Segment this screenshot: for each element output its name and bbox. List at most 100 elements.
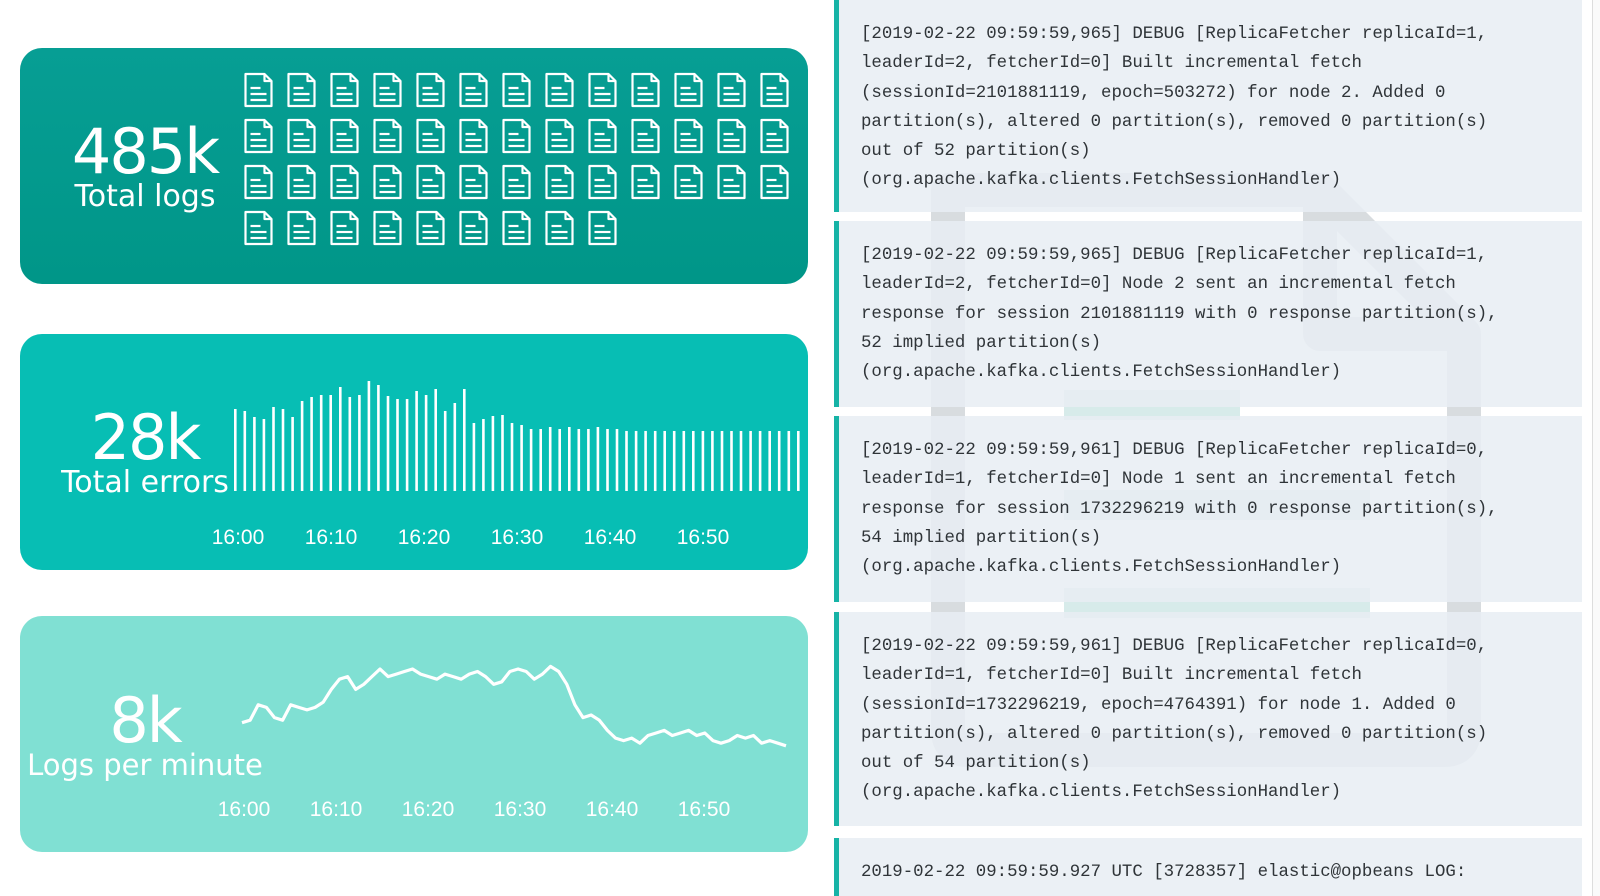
error-bar [310, 397, 313, 491]
document-icon [631, 118, 660, 154]
error-bar [396, 399, 399, 491]
error-bar [434, 389, 437, 491]
error-bar [424, 395, 428, 491]
error-bar [777, 431, 781, 491]
error-bar [443, 411, 447, 491]
logs-per-minute-stat: 8k Logs per minute [20, 616, 270, 852]
error-bar [253, 417, 256, 491]
error-bar [415, 391, 418, 491]
x-tick-label: 16:20 [398, 526, 451, 549]
error-bar [653, 431, 657, 491]
error-bar [358, 395, 361, 491]
error-bar [596, 427, 600, 491]
error-bar [472, 423, 476, 491]
logs-per-minute-value: 8k [109, 684, 182, 757]
document-icon [330, 118, 359, 154]
document-icon [545, 210, 574, 246]
error-bar [234, 409, 237, 491]
x-tick-label: 16:20 [402, 798, 455, 821]
error-bar [692, 431, 695, 491]
document-icon [545, 72, 574, 108]
error-bar [720, 431, 724, 491]
log-entry[interactable]: [2019-02-22 09:59:59,961] DEBUG [Replica… [834, 612, 1582, 826]
x-tick-label: 16:10 [310, 798, 363, 821]
document-icon [459, 210, 488, 246]
document-icon [373, 164, 402, 200]
document-icon [588, 72, 617, 108]
error-bar [587, 429, 590, 491]
document-icon [760, 118, 789, 154]
document-icon [588, 164, 617, 200]
log-message: [2019-02-22 09:59:59,965] DEBUG [Replica… [861, 246, 1498, 383]
error-bar [682, 431, 686, 491]
document-icon [287, 72, 316, 108]
log-message: 2019-02-22 09:59:59.927 UTC [3728357] el… [861, 863, 1467, 882]
log-message: [2019-02-22 09:59:59,965] DEBUG [Replica… [861, 25, 1488, 191]
document-icon [502, 72, 531, 108]
document-icon-grid [242, 72, 802, 246]
error-bar [548, 427, 552, 491]
error-bar [644, 431, 647, 491]
document-icon [287, 118, 316, 154]
error-bar [797, 431, 800, 491]
total-logs-stat: 485k Total logs [20, 48, 270, 284]
error-bar [463, 389, 466, 491]
x-tick-label: 16:10 [305, 526, 358, 549]
logs-rate-line-chart: 16:00 16:10 16:20 16:30 16:40 16:50 [218, 664, 787, 821]
error-bar [453, 403, 457, 491]
error-bar [272, 407, 275, 491]
errors-bar-chart: 16:00 16:10 16:20 16:30 16:40 16:50 [212, 381, 800, 549]
log-entry[interactable]: 2019-02-22 09:59:59.927 UTC [3728357] el… [834, 838, 1582, 896]
error-bar [291, 417, 294, 491]
error-bar [405, 399, 409, 491]
log-message: [2019-02-22 09:59:59,961] DEBUG [Replica… [861, 637, 1488, 803]
document-icon [373, 118, 402, 154]
error-bar [625, 431, 628, 491]
document-icon [674, 118, 703, 154]
error-bar [701, 431, 705, 491]
total-logs-value: 485k [71, 115, 220, 188]
error-bar [329, 395, 332, 491]
error-bar [663, 431, 666, 491]
error-bar [319, 395, 323, 491]
document-icon [287, 210, 316, 246]
error-bar [348, 397, 352, 491]
document-icon [330, 72, 359, 108]
document-icon [760, 72, 789, 108]
error-bar [615, 429, 619, 491]
total-errors-label: Total errors [61, 465, 229, 500]
scrollbar[interactable] [1592, 0, 1600, 896]
log-entry[interactable]: [2019-02-22 09:59:59,961] DEBUG [Replica… [834, 416, 1582, 602]
error-bar [730, 431, 733, 491]
error-bar [672, 431, 676, 491]
error-bar [520, 425, 523, 491]
document-icon [244, 72, 273, 108]
logs-per-minute-card: 8k Logs per minute 16:00 16:10 16:20 16:30 1… [20, 616, 808, 852]
error-bar [300, 401, 304, 491]
logs-rate-line [241, 664, 787, 748]
x-tick-label: 16:50 [677, 526, 730, 549]
error-bar [281, 409, 285, 491]
error-bar [501, 415, 504, 491]
x-tick-label: 16:00 [218, 798, 271, 821]
total-errors-value: 28k [90, 401, 202, 474]
log-entry[interactable]: [2019-02-22 09:59:59,965] DEBUG [Replica… [834, 0, 1582, 212]
document-icon [717, 72, 746, 108]
error-bar [262, 419, 266, 491]
log-entry[interactable]: [2019-02-22 09:59:59,965] DEBUG [Replica… [834, 221, 1582, 407]
document-icon [373, 72, 402, 108]
document-icon [545, 118, 574, 154]
x-tick-label: 16:40 [584, 526, 637, 549]
error-bar [711, 431, 714, 491]
error-bar [529, 429, 533, 491]
document-icon [373, 210, 402, 246]
document-icon [416, 72, 445, 108]
log-stream[interactable]: [2019-02-22 09:59:59,965] DEBUG [Replica… [834, 0, 1582, 896]
error-bar [491, 416, 495, 491]
document-icon [244, 118, 273, 154]
error-bar [634, 431, 638, 491]
error-bar [768, 431, 771, 491]
error-bar [377, 385, 380, 491]
error-bar [339, 387, 342, 491]
document-icon [416, 164, 445, 200]
